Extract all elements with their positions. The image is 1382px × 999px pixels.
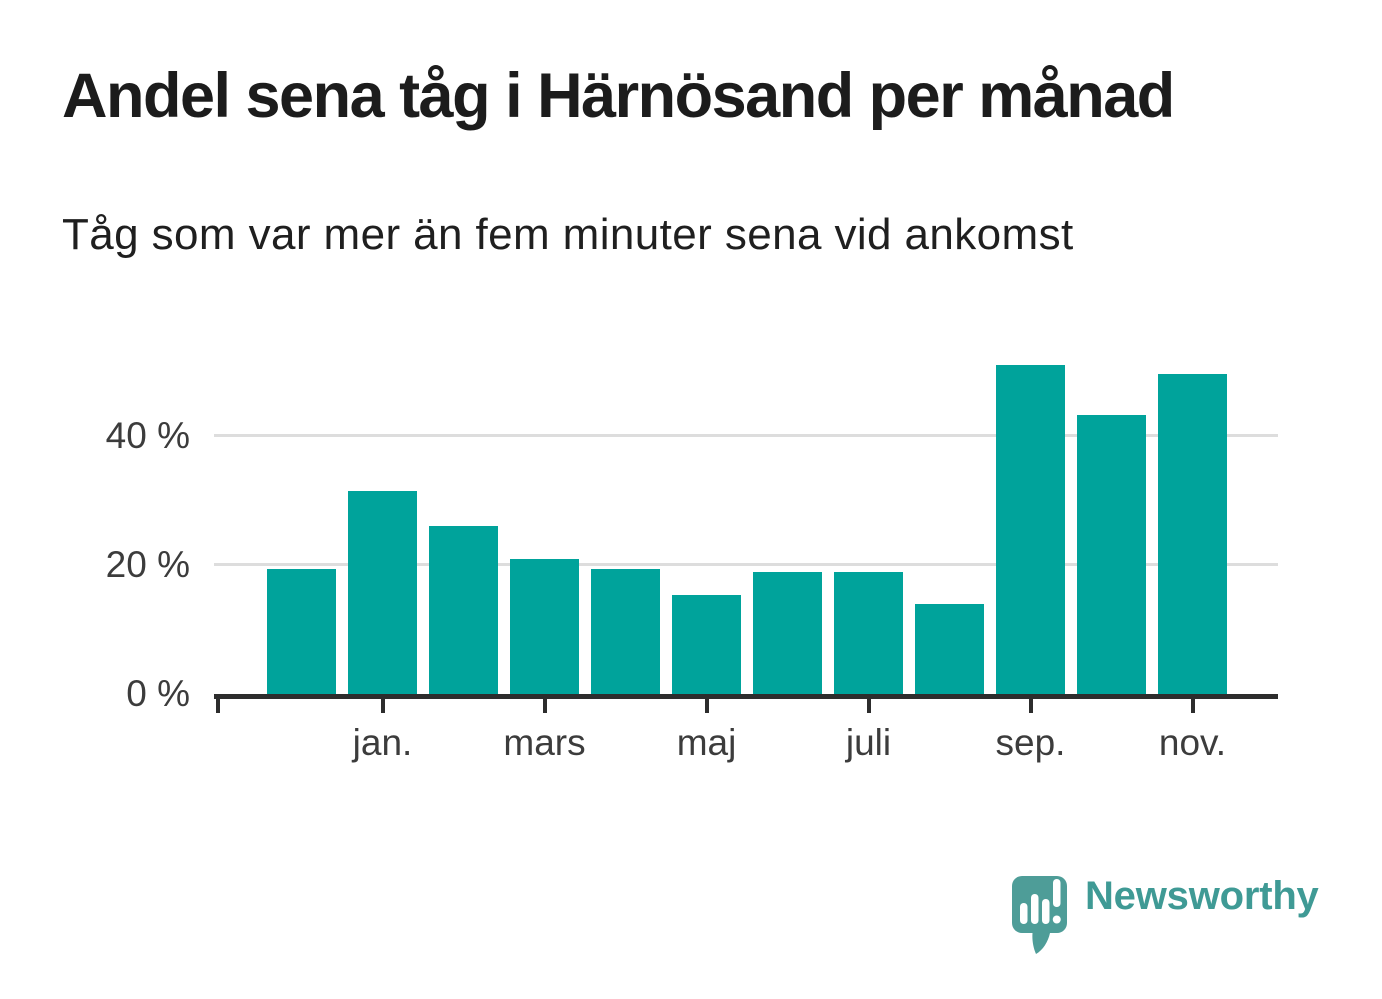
x-axis-tick-mars — [542, 699, 547, 713]
y-axis-label: 0 % — [126, 673, 190, 714]
chart-title: Andel sena tåg i Härnösand per månad — [62, 61, 1175, 131]
y-axis-label: 20 % — [105, 543, 190, 585]
x-axis-tick-maj — [704, 699, 709, 713]
x-axis-tick-nov. — [1190, 699, 1195, 713]
newsworthy-logo: Newsworthy — [1012, 874, 1342, 956]
chart-subtitle: Tåg som var mer än fem minuter sena vid … — [62, 210, 1074, 259]
bar-month-1 — [267, 569, 336, 694]
y-axis-label: 40 % — [105, 414, 190, 456]
x-axis-label: maj — [676, 722, 737, 763]
gridline-20pct — [214, 563, 1278, 567]
bar-month-12 — [1158, 374, 1227, 694]
x-axis-label: nov. — [1158, 722, 1227, 763]
gridline-40pct — [214, 434, 1278, 438]
bar-month-6 — [672, 595, 741, 694]
newsworthy-speech-bubble-bar-chart-icon — [1012, 876, 1067, 954]
bar-month-9 — [915, 604, 984, 694]
bar-month-4 — [510, 559, 579, 694]
bar-month-5 — [591, 569, 660, 694]
bar-month-2 — [348, 491, 417, 694]
bar-month-11 — [1077, 415, 1146, 694]
bar-month-7 — [753, 572, 822, 694]
x-axis-tick-sep. — [1028, 699, 1033, 713]
bar-month-8 — [834, 572, 903, 694]
x-axis-tick-juli — [866, 699, 871, 713]
x-axis-tick-jan. — [380, 699, 385, 713]
x-axis-label: jan. — [352, 722, 413, 763]
x-axis-label: mars — [503, 722, 586, 763]
newsworthy-logo-text: Newsworthy — [1085, 874, 1319, 918]
x-axis-start-tick — [216, 699, 220, 713]
x-axis-label: juli — [845, 722, 892, 763]
plot-area: 40 % 20 % 0 % jan. mars maj juli sep. nov. — [106, 339, 1278, 763]
bar-month-3 — [429, 526, 498, 694]
bar-series — [267, 365, 1227, 694]
bar-month-10 — [996, 365, 1065, 694]
x-axis-label: sep. — [995, 722, 1066, 763]
